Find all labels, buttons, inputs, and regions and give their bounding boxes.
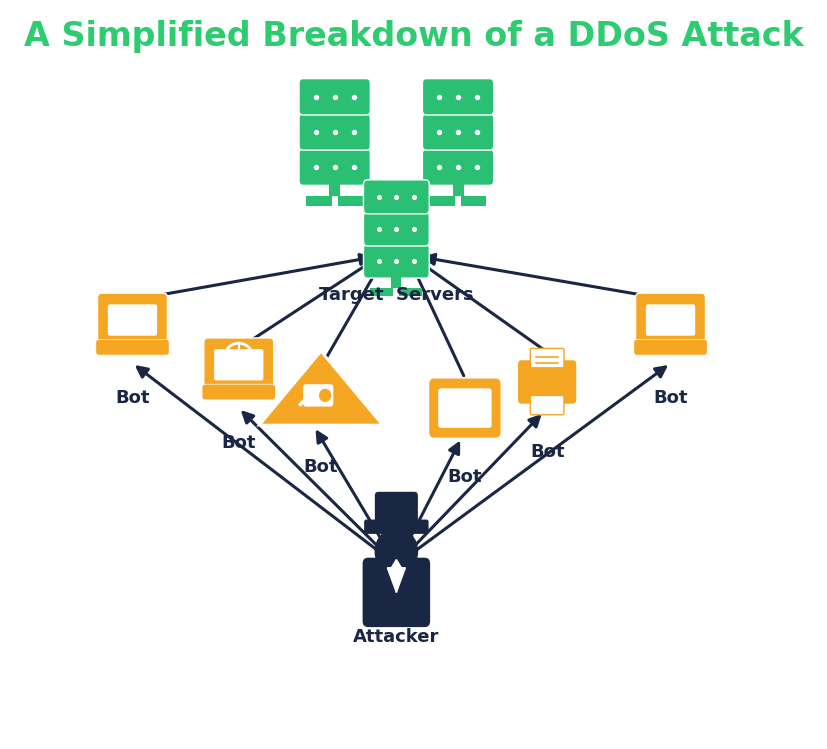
FancyBboxPatch shape xyxy=(646,304,696,336)
FancyBboxPatch shape xyxy=(362,558,430,627)
FancyBboxPatch shape xyxy=(461,196,486,206)
FancyBboxPatch shape xyxy=(423,114,494,151)
FancyBboxPatch shape xyxy=(98,293,167,347)
FancyBboxPatch shape xyxy=(423,149,494,185)
FancyBboxPatch shape xyxy=(518,360,577,404)
FancyBboxPatch shape xyxy=(363,180,429,214)
FancyBboxPatch shape xyxy=(636,293,705,347)
Text: Target  Servers: Target Servers xyxy=(319,286,474,304)
FancyBboxPatch shape xyxy=(338,196,363,206)
FancyBboxPatch shape xyxy=(203,338,274,392)
Circle shape xyxy=(375,528,418,574)
FancyBboxPatch shape xyxy=(370,288,394,297)
Circle shape xyxy=(320,389,331,401)
FancyBboxPatch shape xyxy=(399,288,423,297)
Text: A Simplified Breakdown of a DDoS Attack: A Simplified Breakdown of a DDoS Attack xyxy=(24,20,803,53)
FancyBboxPatch shape xyxy=(363,212,429,246)
FancyBboxPatch shape xyxy=(299,149,370,185)
Polygon shape xyxy=(390,560,403,592)
FancyBboxPatch shape xyxy=(430,196,455,206)
FancyBboxPatch shape xyxy=(452,181,464,196)
Text: Bot: Bot xyxy=(222,434,256,452)
FancyBboxPatch shape xyxy=(299,79,370,115)
Text: Bot: Bot xyxy=(115,389,150,407)
FancyBboxPatch shape xyxy=(364,520,428,534)
Text: Attacker: Attacker xyxy=(353,628,440,646)
FancyBboxPatch shape xyxy=(438,388,491,428)
FancyBboxPatch shape xyxy=(214,349,263,380)
FancyBboxPatch shape xyxy=(299,114,370,151)
FancyBboxPatch shape xyxy=(363,244,429,278)
FancyBboxPatch shape xyxy=(306,196,332,206)
FancyBboxPatch shape xyxy=(530,348,564,368)
FancyBboxPatch shape xyxy=(423,79,494,115)
Text: Bot: Bot xyxy=(653,389,688,407)
FancyBboxPatch shape xyxy=(391,273,401,288)
FancyBboxPatch shape xyxy=(108,304,157,336)
FancyBboxPatch shape xyxy=(202,384,275,400)
Polygon shape xyxy=(260,351,383,425)
FancyBboxPatch shape xyxy=(428,377,501,438)
Text: Bot: Bot xyxy=(304,458,338,476)
FancyBboxPatch shape xyxy=(375,492,418,527)
FancyBboxPatch shape xyxy=(304,384,333,407)
FancyBboxPatch shape xyxy=(96,339,170,355)
FancyBboxPatch shape xyxy=(633,339,707,355)
FancyBboxPatch shape xyxy=(329,181,340,196)
Polygon shape xyxy=(387,568,405,592)
Text: Bot: Bot xyxy=(447,468,482,486)
Text: Bot: Bot xyxy=(530,443,564,461)
FancyBboxPatch shape xyxy=(530,395,564,415)
